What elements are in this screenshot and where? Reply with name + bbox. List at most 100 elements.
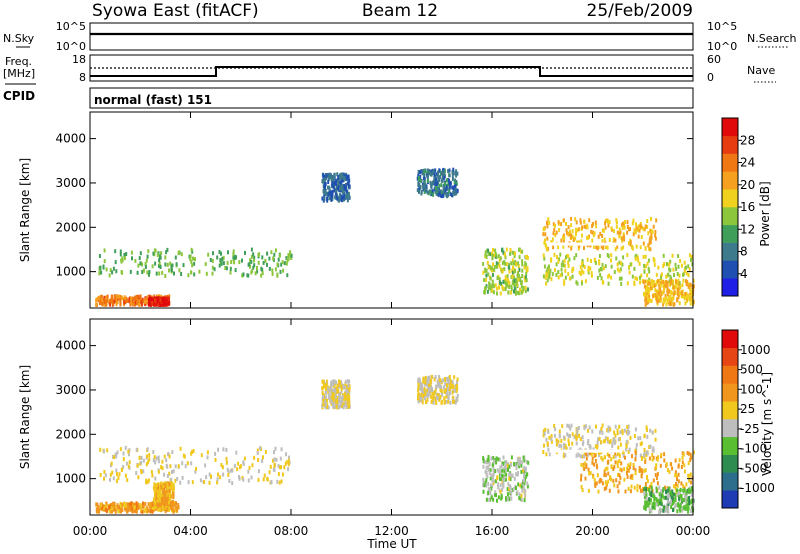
power-cell bbox=[583, 224, 586, 229]
velocity-cell bbox=[146, 506, 148, 511]
velocity-cell bbox=[649, 498, 652, 503]
velocity-cell bbox=[562, 435, 565, 440]
power-cell bbox=[434, 189, 437, 194]
velocity-cell bbox=[593, 462, 596, 467]
power-cell bbox=[266, 251, 269, 256]
power-cell bbox=[114, 296, 117, 301]
velocity-cell bbox=[168, 497, 171, 502]
velocity-cell bbox=[273, 457, 276, 462]
velocity-cell bbox=[607, 425, 610, 430]
velocity-cell bbox=[646, 475, 648, 479]
power-cell bbox=[668, 279, 671, 284]
velocity-cell bbox=[680, 481, 683, 486]
velocity-cell bbox=[137, 475, 140, 480]
power-cell bbox=[665, 302, 668, 307]
power-cell bbox=[132, 296, 135, 301]
power-cell bbox=[516, 273, 519, 278]
power-cell bbox=[634, 230, 637, 235]
velocity-cell bbox=[151, 509, 154, 514]
velocity-cell bbox=[643, 453, 646, 458]
power-cell bbox=[165, 300, 168, 305]
velocity-cell bbox=[636, 484, 639, 488]
power-cell bbox=[610, 264, 613, 269]
power-cell bbox=[158, 254, 161, 259]
power-cell bbox=[662, 300, 665, 305]
velocity-cell bbox=[576, 427, 579, 432]
power-cell bbox=[594, 220, 597, 225]
power-cell bbox=[180, 252, 183, 257]
power-cell bbox=[437, 176, 440, 180]
power-cell bbox=[657, 291, 660, 296]
power-cell bbox=[579, 265, 582, 270]
power-cell bbox=[637, 224, 640, 229]
velocity-cell bbox=[645, 502, 648, 507]
velocity-cell bbox=[685, 482, 688, 487]
power-cell bbox=[579, 218, 582, 223]
velocity-cell bbox=[650, 481, 653, 486]
velocity-cell bbox=[151, 473, 154, 478]
power-cell bbox=[666, 298, 669, 303]
power-cell bbox=[513, 282, 516, 287]
velocity-cell bbox=[598, 436, 601, 441]
velocity-cell bbox=[140, 508, 143, 512]
power-cell bbox=[220, 261, 223, 266]
velocity-cell bbox=[103, 469, 106, 474]
velocity-cell bbox=[501, 468, 504, 473]
velocity-cell bbox=[580, 462, 583, 467]
velocity-cell bbox=[164, 503, 167, 507]
power-cell bbox=[495, 252, 498, 257]
power-cell bbox=[434, 168, 437, 173]
power-cell bbox=[511, 274, 514, 279]
power-cell bbox=[105, 295, 108, 300]
velocity-cell bbox=[107, 505, 110, 510]
velocity-cell bbox=[484, 480, 487, 485]
velocity-ytick-label: 1000 bbox=[55, 472, 86, 486]
velocity-cell bbox=[344, 379, 347, 384]
velocity-cell bbox=[660, 498, 663, 503]
velocity-cell bbox=[166, 486, 169, 491]
power-cell bbox=[550, 240, 553, 245]
power-cell bbox=[260, 273, 263, 278]
freq-tick-top: 18 bbox=[72, 53, 86, 66]
power-cell bbox=[496, 264, 498, 269]
power-cell bbox=[446, 178, 448, 183]
velocity-cell bbox=[135, 509, 138, 514]
power-cell bbox=[586, 223, 588, 228]
power-cell bbox=[211, 265, 214, 270]
velocity-cell bbox=[510, 496, 513, 501]
velocity-cell bbox=[485, 465, 488, 470]
power-cell bbox=[555, 230, 558, 235]
velocity-cell bbox=[334, 386, 337, 391]
velocity-cell bbox=[492, 468, 495, 473]
power-cell bbox=[615, 220, 618, 225]
velocity-cell bbox=[179, 480, 182, 485]
velocity-cell bbox=[644, 468, 647, 473]
velocity-ytick-label: 4000 bbox=[55, 339, 86, 353]
power-cell bbox=[513, 278, 516, 283]
velocity-cell bbox=[523, 469, 526, 474]
power-cell bbox=[566, 231, 568, 236]
power-cell bbox=[691, 295, 694, 300]
velocity-cell bbox=[674, 470, 677, 475]
velocity-cell bbox=[331, 399, 334, 404]
power-cell bbox=[626, 220, 629, 225]
velocity-cell bbox=[190, 451, 193, 456]
velocity-cell bbox=[646, 487, 649, 491]
power-cell bbox=[345, 183, 347, 187]
power-cell bbox=[207, 252, 210, 257]
velocity-cell bbox=[649, 484, 652, 489]
velocity-cell bbox=[548, 452, 551, 457]
power-cell bbox=[622, 222, 625, 226]
velocity-cell bbox=[630, 484, 633, 489]
power-cell bbox=[330, 195, 333, 200]
power-cell bbox=[511, 250, 514, 255]
power-cell bbox=[649, 235, 652, 240]
velocity-cell bbox=[644, 457, 647, 462]
velocity-cell bbox=[99, 447, 102, 452]
velocity-cell bbox=[149, 508, 152, 513]
power-cell bbox=[664, 283, 667, 288]
power-cell bbox=[610, 253, 613, 258]
power-cell bbox=[496, 276, 499, 280]
velocity-cell bbox=[655, 465, 658, 470]
velocity-cell bbox=[520, 469, 523, 474]
